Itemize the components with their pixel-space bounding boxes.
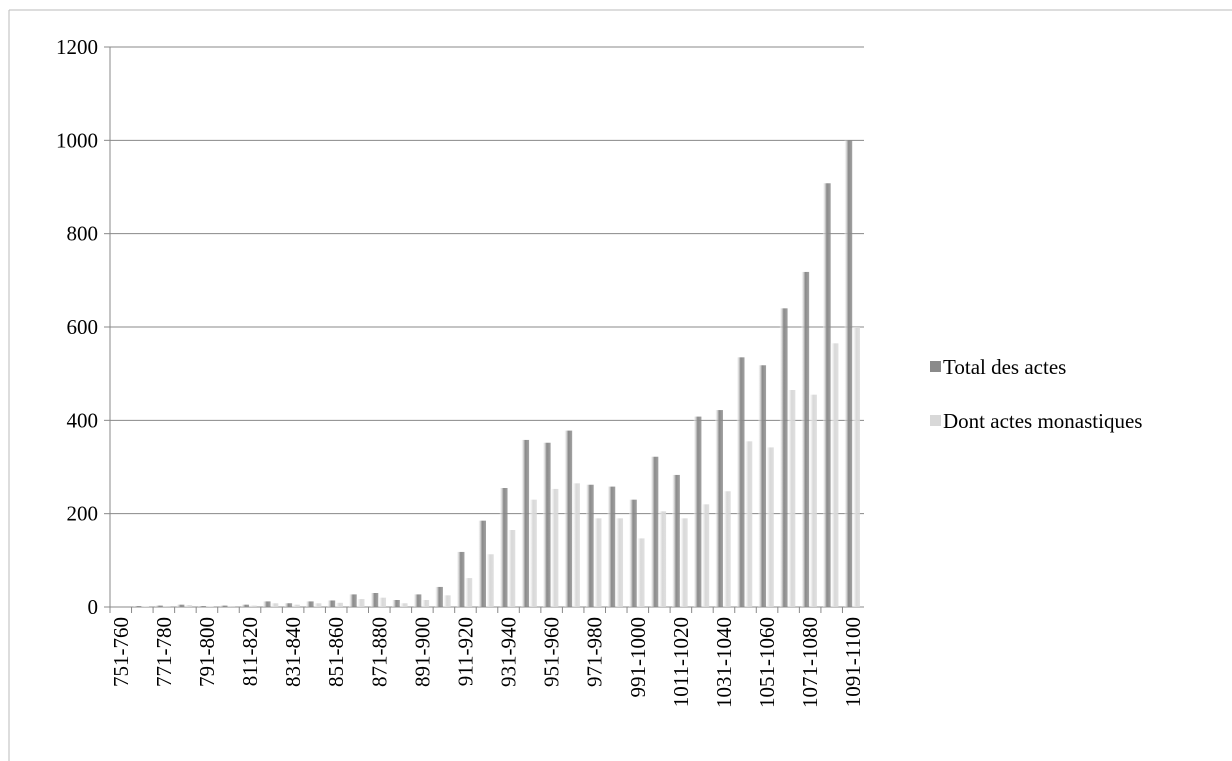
x-tick-label: 1071-1080 (798, 617, 822, 708)
x-tick-label: 831-840 (281, 617, 305, 687)
bar (822, 183, 831, 607)
bar (779, 308, 788, 607)
bar (421, 600, 430, 607)
bar (607, 486, 616, 607)
x-tick-label: 1031-1040 (712, 617, 736, 708)
bar (758, 365, 767, 607)
bar (766, 447, 774, 607)
bar (392, 600, 400, 607)
bar (693, 416, 702, 607)
x-tick-label: 1051-1060 (755, 617, 779, 708)
bar (736, 357, 745, 607)
legend-label: Total des actes (943, 355, 1066, 379)
bar (335, 602, 343, 607)
bar (198, 606, 206, 607)
y-tick-label: 0 (88, 595, 99, 619)
bar (650, 456, 659, 607)
x-tick-label: 971-980 (583, 617, 607, 687)
bar (435, 586, 443, 607)
legend-swatch (930, 415, 941, 426)
bar (133, 606, 142, 607)
bar (852, 327, 860, 607)
bar (629, 499, 637, 607)
bar (744, 441, 753, 607)
x-tick-label: 851-860 (324, 617, 348, 687)
bar (507, 530, 516, 607)
bar (715, 410, 723, 607)
bar (593, 518, 602, 607)
bar (672, 474, 680, 607)
bar (464, 578, 473, 607)
bar (262, 601, 271, 607)
bar (348, 594, 357, 607)
bar (679, 518, 688, 607)
bar (529, 499, 537, 607)
y-tick-label: 1200 (56, 35, 98, 59)
bar (550, 488, 559, 607)
bar (442, 595, 451, 607)
y-tick-label: 400 (67, 408, 99, 432)
bar (830, 343, 839, 607)
bar (249, 605, 257, 607)
x-tick-label: 1011-1020 (669, 617, 693, 707)
x-tick-label: 911-920 (453, 617, 477, 686)
x-tick-label: 991-1000 (626, 617, 650, 698)
bar (844, 140, 853, 608)
bar (241, 604, 250, 607)
x-tick-label: 951-960 (540, 617, 564, 687)
bar (227, 606, 236, 607)
bar (542, 442, 551, 607)
bar (521, 439, 530, 607)
x-tick-label: 871-880 (367, 617, 391, 687)
bar (701, 504, 710, 607)
x-tick-label: 891-900 (410, 617, 434, 687)
bar (801, 271, 810, 607)
x-tick-label: 811-820 (238, 617, 262, 686)
bar (162, 606, 171, 607)
bar (499, 488, 508, 607)
x-tick-label: 771-780 (152, 617, 176, 687)
bar (585, 484, 594, 607)
x-tick-label: 1091-1100 (841, 617, 865, 707)
bar (313, 603, 322, 607)
bar (184, 605, 193, 607)
y-tick-label: 200 (67, 502, 99, 526)
bar (155, 605, 163, 607)
bar (370, 593, 379, 607)
legend-label: Dont actes monastiques (943, 409, 1142, 433)
bar (658, 511, 667, 607)
bar (478, 520, 486, 607)
y-tick-label: 800 (67, 222, 99, 246)
bar (292, 604, 300, 607)
y-tick-label: 600 (67, 315, 99, 339)
x-tick-label: 791-800 (195, 617, 219, 687)
bar (564, 430, 573, 607)
bar (456, 551, 465, 607)
bar (399, 603, 408, 607)
y-tick-label: 1000 (56, 128, 98, 152)
x-tick-label: 751-760 (109, 617, 133, 687)
bar (327, 600, 336, 607)
bar (809, 394, 817, 607)
bar (572, 483, 580, 607)
bar (176, 604, 185, 607)
bar (284, 603, 293, 607)
bar (722, 491, 731, 607)
bar (486, 554, 494, 607)
bar (787, 390, 796, 607)
bar (378, 597, 387, 607)
bar (636, 538, 645, 607)
x-tick-label: 931-940 (497, 617, 521, 687)
legend-swatch (930, 361, 941, 372)
bar (413, 594, 422, 607)
bar (219, 605, 228, 607)
bar (356, 599, 365, 607)
bar (305, 601, 314, 607)
bar (270, 603, 279, 607)
bar (615, 518, 624, 607)
